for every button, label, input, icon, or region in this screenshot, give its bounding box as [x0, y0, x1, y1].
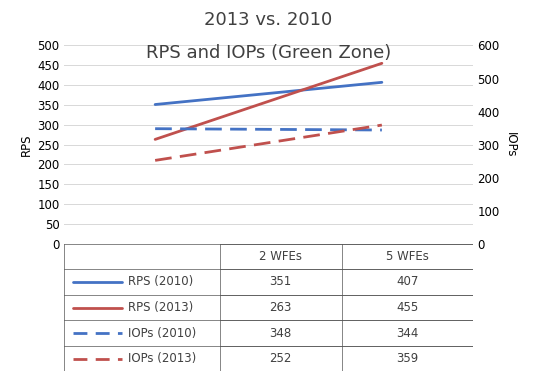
Text: 344: 344 [396, 327, 418, 340]
Text: 2013 vs. 2010: 2013 vs. 2010 [205, 11, 332, 29]
Text: 359: 359 [396, 352, 418, 365]
Text: IOPs (2013): IOPs (2013) [128, 352, 196, 365]
Text: 2 WFEs: 2 WFEs [259, 250, 302, 263]
Text: 351: 351 [270, 276, 292, 288]
Text: RPS (2013): RPS (2013) [128, 301, 193, 314]
Text: IOPs (2010): IOPs (2010) [128, 327, 196, 340]
Text: RPS (2010): RPS (2010) [128, 276, 193, 288]
Text: 263: 263 [270, 301, 292, 314]
Text: 252: 252 [270, 352, 292, 365]
Text: 5 WFEs: 5 WFEs [386, 250, 429, 263]
Text: RPS and IOPs (Green Zone): RPS and IOPs (Green Zone) [146, 44, 391, 61]
Text: 455: 455 [396, 301, 418, 314]
Y-axis label: RPS: RPS [20, 133, 33, 156]
Y-axis label: IOPs: IOPs [504, 132, 517, 157]
Text: 407: 407 [396, 276, 418, 288]
Text: 348: 348 [270, 327, 292, 340]
